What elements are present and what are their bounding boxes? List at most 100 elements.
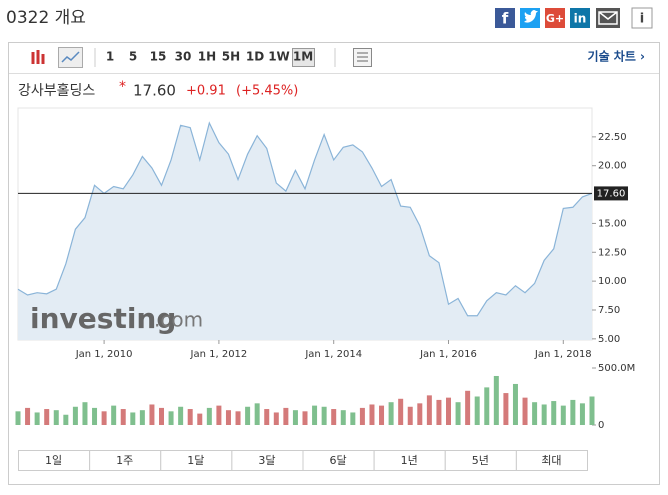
line-button[interactable]: [58, 47, 83, 68]
range-label: 1년: [401, 454, 418, 467]
volume-bar: [273, 412, 279, 425]
page-title: 0322 개요: [6, 8, 86, 28]
volume-bar: [225, 410, 231, 425]
volume-bar: [72, 406, 78, 425]
volume-bar: [369, 404, 375, 425]
volume-bar: [321, 406, 327, 425]
range-label: 1달: [187, 454, 204, 467]
volume-bar: [178, 406, 184, 425]
volume-bar: [34, 412, 40, 425]
volume-bar: [149, 404, 155, 425]
volume-bar: [417, 403, 423, 425]
linkedin-icon: in: [574, 12, 587, 26]
volume-bar: [359, 407, 365, 425]
volume-bar: [130, 412, 136, 425]
volume-bar: [168, 411, 174, 425]
volume-bar: [436, 399, 442, 425]
current-price-label: 17.60: [597, 188, 626, 199]
google-button[interactable]: [545, 8, 565, 28]
interval-button[interactable]: 30: [175, 50, 192, 64]
interval-button[interactable]: 1: [106, 50, 114, 64]
volume-bar: [159, 407, 164, 425]
x-tick-label: Jan 1, 2010: [75, 349, 133, 360]
volume-bar: [187, 409, 193, 425]
volume-bar: [15, 411, 21, 425]
volume-bar: [465, 390, 471, 425]
interval-button[interactable]: 1W: [268, 50, 290, 64]
volume-bar: [254, 403, 260, 425]
interval-selected: [292, 48, 315, 67]
info-button[interactable]: [631, 7, 653, 29]
volume-bar: [92, 407, 98, 425]
y-tick-label: 12.50: [598, 247, 627, 258]
volume-bar: [82, 402, 88, 425]
google-icon: G+: [546, 12, 564, 25]
range-label: 1주: [116, 454, 133, 467]
interval-button[interactable]: 5H: [222, 50, 240, 64]
volume-bar: [206, 407, 212, 425]
y-tick-label: 22.50: [598, 132, 627, 143]
volume-bar: [350, 412, 356, 425]
facebook-icon: f: [502, 10, 509, 28]
email-button[interactable]: [596, 8, 620, 28]
current-price-box: [594, 186, 628, 201]
watermark-brand: investing: [30, 302, 176, 335]
volume-bar: [312, 405, 318, 425]
x-tick-label: Jan 1, 2018: [534, 349, 592, 360]
interval-button[interactable]: 5: [129, 50, 137, 64]
range-label: 3달: [258, 454, 275, 467]
interval-button[interactable]: 1H: [198, 50, 216, 64]
volume-tick-label: 500.0M: [598, 363, 635, 374]
volume-bar: [197, 413, 203, 425]
interval-button[interactable]: 1M: [293, 50, 313, 64]
volume-bar: [120, 409, 126, 425]
candle-button-icon[interactable]: [31, 50, 45, 64]
interval-button[interactable]: 1D: [246, 50, 264, 64]
volume-tick-label: 0: [598, 420, 604, 431]
price-area: [18, 123, 592, 340]
range-label: 5년: [472, 454, 489, 467]
volume-bar: [446, 397, 451, 425]
y-tick-label: 15.00: [598, 218, 627, 229]
range-label: 최대: [541, 454, 561, 467]
volume-bar: [407, 406, 413, 425]
volume-bar: [570, 399, 576, 425]
line-button-icon: [61, 51, 80, 63]
volume-bar: [512, 383, 518, 425]
facebook-button[interactable]: [495, 8, 515, 28]
x-tick-label: Jan 1, 2014: [304, 349, 362, 360]
volume-bar: [283, 407, 289, 425]
tech-chart-link[interactable]: 기술 차트 ›: [588, 49, 646, 64]
change: +0.91: [186, 84, 226, 99]
range-label: 6달: [330, 454, 347, 467]
volume-bar: [532, 402, 538, 425]
volume-bar: [579, 403, 585, 425]
volume-bar: [111, 405, 117, 425]
interval-button[interactable]: 15: [150, 50, 167, 64]
y-tick-label: 10.00: [598, 276, 627, 287]
info-icon: i: [640, 12, 644, 27]
volume-bar: [388, 402, 394, 425]
settings-icon: [357, 52, 368, 62]
twitter-icon: [524, 10, 538, 23]
volume-bar: [493, 375, 499, 425]
volume-bar: [292, 410, 298, 425]
change-percent: (+5.45%): [236, 84, 298, 99]
volume-bar: [101, 411, 107, 425]
volume-bar: [503, 393, 509, 425]
volume-bar: [44, 409, 50, 425]
email-icon: [598, 11, 618, 25]
linkedin-button[interactable]: [570, 8, 590, 28]
y-tick-label: 5.00: [598, 334, 620, 345]
price: 17.60: [133, 82, 176, 100]
volume-bar: [522, 397, 528, 425]
volume-bar: [302, 411, 308, 425]
volume-bar: [340, 410, 346, 425]
star: *: [119, 79, 126, 95]
volume-bar: [245, 406, 251, 425]
volume-bar: [216, 405, 222, 425]
range-button[interactable]: [515, 450, 588, 471]
volume-bar: [474, 396, 480, 425]
volume-bar: [379, 405, 385, 425]
